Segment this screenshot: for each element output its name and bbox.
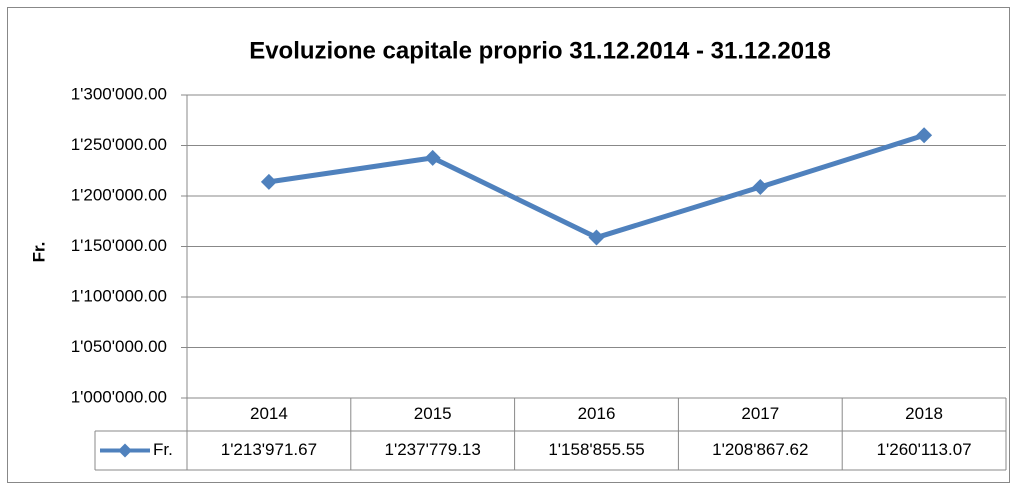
chart-title: Evoluzione capitale proprio 31.12.2014 -… bbox=[249, 37, 831, 64]
y-tick-label: 1'000'000.00 bbox=[71, 387, 167, 406]
y-axis-label: Fr. bbox=[29, 242, 48, 263]
x-tick-label: 2017 bbox=[741, 404, 779, 423]
y-tick-label: 1'150'000.00 bbox=[71, 236, 167, 255]
marker bbox=[916, 127, 933, 144]
legend-marker bbox=[118, 443, 132, 458]
table-value: 1'260'113.07 bbox=[877, 440, 972, 459]
x-tick-label: 2018 bbox=[905, 404, 943, 423]
legend-label: Fr. bbox=[153, 440, 173, 459]
table-value: 1'213'971.67 bbox=[221, 440, 317, 459]
x-tick-label: 2016 bbox=[578, 404, 616, 423]
marker bbox=[260, 173, 277, 190]
y-tick-label: 1'300'000.00 bbox=[71, 84, 167, 103]
marker bbox=[424, 149, 441, 166]
table-value: 1'237'779.13 bbox=[385, 440, 481, 459]
y-tick-label: 1'100'000.00 bbox=[71, 286, 167, 305]
y-tick-label: 1'200'000.00 bbox=[71, 185, 167, 204]
y-tick-label: 1'250'000.00 bbox=[71, 135, 167, 154]
y-tick-label: 1'050'000.00 bbox=[71, 337, 167, 356]
table-value: 1'158'855.55 bbox=[548, 440, 644, 459]
table-value: 1'208'867.62 bbox=[712, 440, 808, 459]
x-tick-label: 2014 bbox=[250, 404, 288, 423]
marker bbox=[588, 229, 605, 246]
marker bbox=[752, 179, 769, 196]
x-tick-label: 2015 bbox=[414, 404, 452, 423]
